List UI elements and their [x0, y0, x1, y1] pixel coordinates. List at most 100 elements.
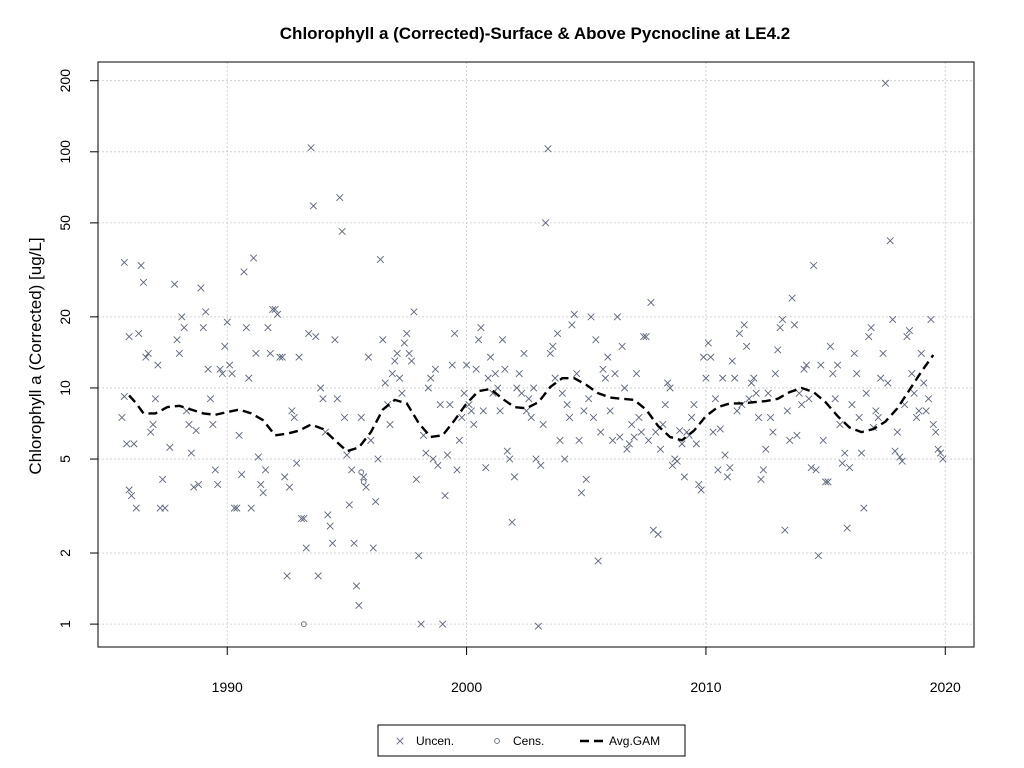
data-point-uncen: [149, 420, 157, 429]
data-point-uncen: [922, 407, 930, 415]
data-point-uncen: [206, 395, 215, 403]
data-point-uncen: [245, 374, 253, 382]
data-point-uncen: [405, 349, 413, 358]
data-point-uncen: [867, 324, 875, 332]
data-point-uncen: [237, 470, 246, 479]
data-point-uncen: [374, 455, 382, 463]
data-point-uncen: [400, 339, 408, 347]
data-point-uncen: [190, 483, 198, 491]
data-point-cens: [358, 469, 365, 476]
legend-gam-label: Avg.GAM: [609, 734, 660, 748]
data-point-uncen: [877, 374, 885, 382]
data-point-uncen: [673, 457, 681, 465]
data-point-uncen: [194, 480, 203, 489]
x-tick-label: 1990: [212, 679, 243, 695]
data-point-uncen: [831, 395, 839, 403]
legend-box: [377, 724, 686, 757]
data-point-uncen: [788, 294, 796, 302]
data-point-uncen: [874, 413, 882, 422]
data-point-uncen: [884, 379, 892, 387]
data-point-uncen: [630, 433, 638, 441]
data-point-uncen: [625, 440, 633, 448]
data-point-uncen: [774, 346, 782, 354]
data-point-uncen: [503, 447, 511, 455]
data-point-uncen: [336, 193, 344, 202]
data-point-uncen: [458, 413, 466, 422]
data-point-uncen: [120, 258, 128, 267]
data-point-uncen: [139, 278, 148, 286]
data-point-uncen: [393, 349, 401, 358]
data-point-uncen: [498, 336, 507, 344]
data-point-uncen: [704, 339, 712, 347]
legend-cens-label: Cens.: [513, 734, 544, 748]
y-axis: 1 2 5 10 20 50 100 200: [57, 69, 99, 628]
data-point-uncen: [802, 361, 811, 369]
data-point-uncen: [699, 353, 708, 361]
data-point-uncen: [843, 524, 851, 532]
data-point-uncen: [623, 445, 631, 453]
data-point-uncen: [417, 620, 425, 628]
data-point-uncen: [166, 443, 174, 452]
data-point-uncen: [240, 268, 248, 276]
data-point-uncen: [369, 544, 377, 552]
data-point-uncen: [635, 413, 643, 422]
data-point-uncen: [795, 389, 803, 397]
data-point-uncen: [903, 332, 911, 341]
data-point-uncen: [580, 407, 588, 415]
data-point-uncen: [723, 473, 732, 481]
data-point-uncen: [451, 329, 459, 338]
data-point-uncen: [118, 413, 126, 422]
data-point-uncen: [178, 313, 186, 321]
data-point-uncen: [343, 451, 351, 459]
data-point-uncen: [893, 428, 902, 436]
data-point-uncen: [508, 518, 516, 526]
data-point-uncen: [652, 428, 660, 436]
data-point-uncen: [159, 475, 167, 484]
data-point-uncen: [448, 361, 456, 369]
data-point-uncen: [687, 413, 696, 422]
data-point-uncen: [127, 492, 136, 500]
data-point-uncen: [472, 365, 480, 373]
data-point-uncen: [491, 369, 499, 378]
data-point-uncen: [453, 466, 461, 474]
data-point-uncen: [348, 466, 356, 474]
data-point-uncen: [606, 407, 614, 415]
data-point-uncen: [345, 501, 353, 509]
data-point-uncen: [247, 504, 255, 512]
data-point-uncen: [518, 389, 526, 397]
data-point-uncen: [427, 374, 435, 382]
data-point-uncen: [570, 310, 578, 318]
data-point-uncen: [879, 349, 887, 358]
data-point-uncen: [283, 572, 291, 580]
data-point-uncen: [800, 365, 808, 373]
data-point-uncen: [556, 436, 564, 444]
data-point-uncen: [410, 308, 418, 316]
data-point-uncen: [841, 449, 849, 457]
data-point-uncen: [202, 308, 210, 316]
data-point-uncen: [678, 440, 686, 448]
gam-line: [128, 354, 935, 453]
data-point-uncen: [587, 313, 595, 321]
data-point-uncen: [929, 420, 937, 429]
y-tick-label: 50: [57, 215, 73, 231]
data-point-uncen: [608, 436, 617, 444]
data-point-uncen: [228, 369, 236, 378]
data-point-uncen: [123, 440, 131, 448]
data-point-uncen: [532, 455, 540, 463]
data-point-uncen: [132, 504, 140, 512]
data-point-uncen: [230, 504, 239, 512]
data-point-uncen: [520, 349, 528, 358]
data-point-uncen: [577, 489, 586, 497]
series-gam: [128, 354, 935, 453]
data-point-uncen: [223, 318, 231, 326]
data-point-uncen: [666, 384, 674, 392]
grid: [98, 62, 974, 647]
data-point-uncen: [226, 361, 234, 369]
data-point-uncen: [585, 395, 593, 403]
data-point-uncen: [690, 401, 698, 409]
data-point-uncen: [125, 486, 133, 494]
data-point-uncen: [355, 601, 363, 610]
data-point-uncen: [637, 428, 645, 436]
data-point-uncen: [745, 395, 753, 403]
